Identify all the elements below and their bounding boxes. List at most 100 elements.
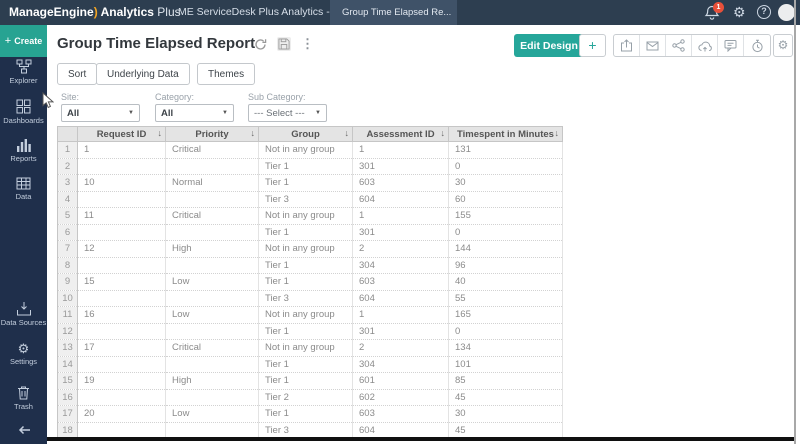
mouse-cursor — [42, 92, 54, 109]
refresh-icon[interactable] — [254, 38, 267, 51]
sort-descending-icon[interactable]: ↓ — [344, 128, 350, 138]
column-header[interactable]: Group ↓ — [258, 126, 353, 142]
sort-descending-icon[interactable]: ↓ — [440, 128, 446, 138]
sort-descending-icon[interactable]: ↓ — [157, 128, 163, 138]
share-button[interactable] — [666, 35, 692, 56]
themes-button[interactable]: Themes — [197, 63, 256, 85]
table-header-row: Request ID ↓ Priority ↓ Group ↓ Assessment ID ↓… — [57, 126, 563, 142]
top-settings-gear-icon[interactable]: ⚙ — [733, 4, 746, 20]
report-content: Group Time Elapsed Report ⋮ Edit Design … — [47, 25, 794, 437]
table-cell — [77, 323, 166, 340]
table-cell — [77, 356, 166, 373]
workspace-label: ME ServiceDesk Plus Analytics - 2 — [178, 6, 339, 18]
dropdown-arrow-icon: ▼ — [222, 110, 228, 116]
row-number: 11 — [57, 306, 78, 324]
report-settings-gear-icon[interactable]: ⚙ — [773, 34, 793, 57]
table-cell: Low — [165, 306, 259, 324]
sidebar-item-settings[interactable]: ⚙ Settings — [0, 342, 47, 367]
table-cell: Tier 1 — [258, 323, 353, 340]
row-number: 4 — [57, 191, 78, 208]
sidebar-item-data[interactable]: Data — [0, 177, 47, 201]
table-row: 16 Tier 2 602 45 — [57, 389, 563, 406]
underlying-data-button[interactable]: Underlying Data — [96, 63, 190, 85]
save-icon[interactable] — [277, 37, 291, 51]
data-sources-import-icon — [16, 302, 31, 316]
row-number: 2 — [57, 158, 78, 175]
table-cell — [77, 257, 166, 274]
table-cell: 0 — [448, 158, 563, 175]
subcategory-filter-value: --- Select --- — [254, 107, 305, 119]
user-avatar[interactable] — [778, 4, 795, 21]
table-cell: Tier 3 — [258, 191, 353, 208]
table-row: 10 Tier 3 604 55 — [57, 290, 563, 307]
left-sidebar: + Create Explorer Dashboards Reports — [0, 25, 47, 444]
table-cell: 1 — [352, 207, 449, 225]
logo-swoosh-icon: ) — [93, 5, 98, 19]
table-cell: Tier 1 — [258, 257, 353, 274]
create-button[interactable]: + Create — [0, 25, 47, 57]
table-row: 9 15 Low Tier 1 603 40 — [57, 273, 563, 291]
add-button[interactable]: + — [579, 34, 606, 57]
column-header[interactable]: Timespent in Minutes ↓ — [448, 126, 563, 142]
sidebar-item-trash[interactable]: Trash — [0, 385, 47, 411]
sidebar-item-data-sources[interactable]: Data Sources — [0, 301, 47, 327]
table-row: 11 16 Low Not in any group 1 165 — [57, 306, 563, 324]
sort-button[interactable]: Sort — [57, 63, 98, 85]
sidebar-item-explorer[interactable]: Explorer — [0, 59, 47, 85]
notification-count-badge: 1 — [713, 2, 724, 13]
row-number: 10 — [57, 290, 78, 307]
sort-descending-icon[interactable]: ↓ — [250, 128, 256, 138]
row-number: 5 — [57, 207, 78, 225]
table-cell: 20 — [77, 405, 166, 423]
table-cell: 45 — [448, 389, 563, 406]
sort-descending-icon[interactable]: ↓ — [554, 128, 560, 138]
tab-group-time-elapsed-report[interactable]: Group Time Elapsed Re... × — [330, 0, 457, 25]
table-cell — [165, 323, 259, 340]
row-number: 3 — [57, 174, 78, 192]
table-cell: Tier 2 — [258, 389, 353, 406]
row-number: 17 — [57, 405, 78, 423]
table-cell: 12 — [77, 240, 166, 258]
site-filter-select[interactable]: All ▼ — [61, 104, 140, 122]
help-icon[interactable]: ? — [757, 5, 771, 19]
table-row: 1 1 Critical Not in any group 1 131 — [57, 141, 563, 159]
table-row: 8 Tier 1 304 96 — [57, 257, 563, 274]
export-button[interactable] — [614, 35, 640, 56]
column-header[interactable]: Assessment ID ↓ — [352, 126, 449, 142]
edit-design-button[interactable]: Edit Design — [514, 34, 584, 57]
column-header[interactable]: Request ID ↓ — [77, 126, 166, 142]
table-cell: 1 — [352, 306, 449, 324]
table-cell: Tier 1 — [258, 356, 353, 373]
publish-button[interactable] — [692, 35, 718, 56]
sidebar-item-dashboards[interactable]: Dashboards — [0, 99, 47, 125]
table-cell: 0 — [448, 224, 563, 241]
table-cell: Not in any group — [258, 240, 353, 258]
sidebar-item-label: Data — [15, 192, 32, 201]
sidebar-collapse-button[interactable] — [0, 422, 47, 440]
more-options-kebab-icon[interactable]: ⋮ — [301, 36, 314, 51]
column-header[interactable]: Priority ↓ — [165, 126, 259, 142]
workspace-dropdown[interactable]: ME ServiceDesk Plus Analytics - 2∨ — [178, 6, 348, 18]
table-row: 3 10 Normal Tier 1 603 30 — [57, 174, 563, 192]
data-table-icon — [16, 177, 31, 190]
tab-close-icon[interactable]: × — [456, 7, 457, 18]
table-cell: 60 — [448, 191, 563, 208]
table-cell: Low — [165, 273, 259, 291]
row-number: 18 — [57, 422, 78, 437]
window-right-edge — [794, 0, 796, 444]
brand-analytics: Analytics — [100, 5, 154, 19]
category-filter-select[interactable]: All ▼ — [155, 104, 234, 122]
table-row: 7 12 High Not in any group 2 144 — [57, 240, 563, 258]
email-button[interactable] — [640, 35, 666, 56]
table-cell: 45 — [448, 422, 563, 437]
table-cell — [165, 191, 259, 208]
sidebar-item-reports[interactable]: Reports — [0, 138, 47, 163]
table-cell: Tier 1 — [258, 405, 353, 423]
alerts-button[interactable] — [744, 35, 770, 56]
reports-bar-chart-icon — [17, 139, 31, 152]
table-cell — [77, 224, 166, 241]
report-table-body: 1 1 Critical Not in any group 1 131 2 Tier 1 301… — [57, 141, 563, 437]
comments-button[interactable] — [718, 35, 744, 56]
subcategory-filter-select[interactable]: --- Select --- ▼ — [248, 104, 327, 122]
email-envelope-icon — [646, 41, 659, 50]
